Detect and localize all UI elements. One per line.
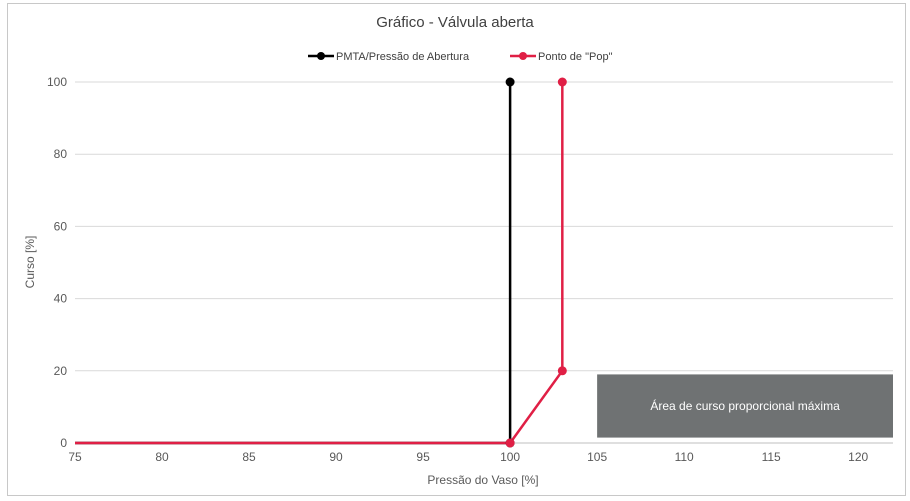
annotation-box: [597, 374, 893, 438]
y-tick-label: 100: [47, 75, 67, 89]
series-line-1: [75, 82, 564, 445]
x-tick-label: 90: [329, 450, 343, 464]
annotations: Área de curso proporcional máxima: [597, 374, 893, 438]
x-tick-label: 120: [848, 450, 868, 464]
legend: PMTA/Pressão de Abertura Ponto de "Pop": [308, 51, 613, 63]
data-point: [505, 438, 515, 448]
legend-swatch-marker: [317, 52, 325, 60]
x-tick-label: 85: [242, 450, 256, 464]
data-point: [557, 366, 567, 376]
y-tick-label: 20: [54, 364, 68, 378]
y-tick-label: 0: [60, 436, 67, 450]
legend-label: PMTA/Pressão de Abertura: [336, 51, 470, 63]
data-point: [557, 77, 567, 87]
annotation-text: Área de curso proporcional máxima: [650, 398, 840, 413]
y-tick-label: 60: [54, 219, 68, 233]
y-axis-label: Curso [%]: [23, 236, 37, 289]
series-line-0: [75, 82, 512, 445]
legend-label: Ponto de "Pop": [538, 51, 613, 63]
y-tick-labels: 0 20 40 60 80 100: [47, 75, 67, 450]
data-point: [505, 77, 515, 87]
x-tick-label: 80: [155, 450, 169, 464]
series-group: [75, 77, 567, 448]
x-tick-label: 105: [587, 450, 607, 464]
x-tick-label: 110: [675, 450, 694, 464]
x-axis-label: Pressão do Vaso [%]: [427, 473, 538, 487]
x-tick-label: 115: [762, 450, 781, 464]
x-tick-labels: 75 80 85 90 95 100 105 110 115 120: [68, 450, 868, 464]
x-tick-label: 95: [416, 450, 430, 464]
chart-title: Gráfico - Válvula aberta: [376, 14, 534, 31]
y-tick-label: 80: [54, 147, 68, 161]
x-tick-label: 75: [68, 450, 82, 464]
legend-swatch-marker: [519, 52, 527, 60]
x-tick-label: 100: [500, 450, 520, 464]
y-tick-label: 40: [54, 292, 68, 306]
